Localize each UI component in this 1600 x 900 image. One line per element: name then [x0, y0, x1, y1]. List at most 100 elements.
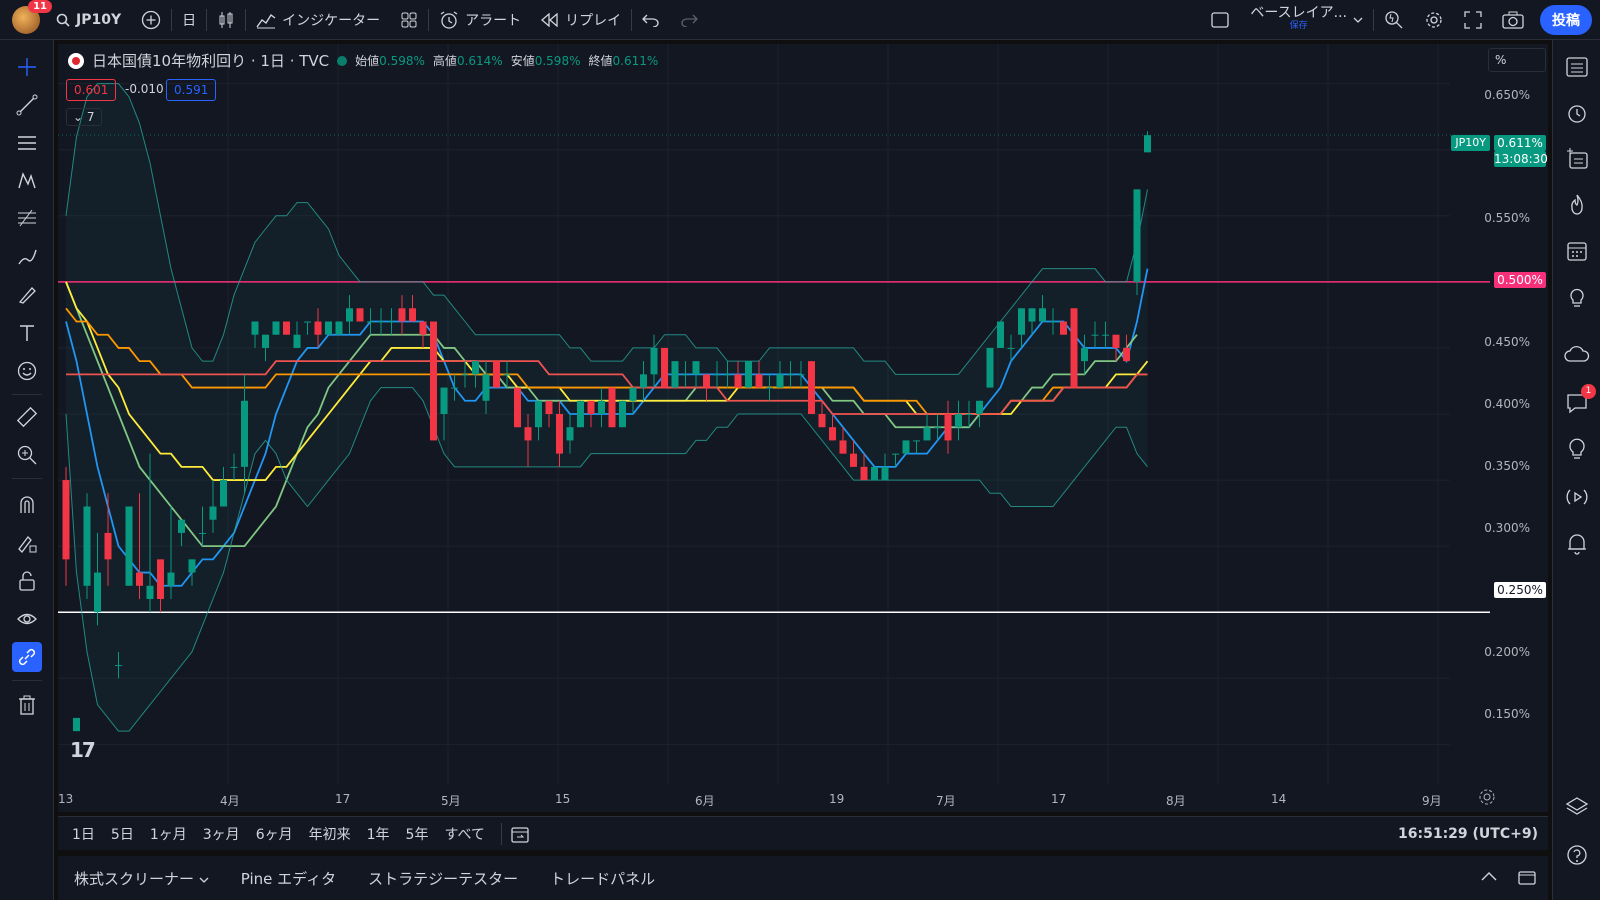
- search-icon: [56, 13, 70, 27]
- streams-button[interactable]: [1562, 482, 1592, 512]
- tab-stock-screener[interactable]: 株式スクリーナー: [58, 868, 225, 889]
- text-tool[interactable]: [12, 318, 42, 348]
- avatar[interactable]: 11: [12, 0, 52, 34]
- range-button[interactable]: 5年: [405, 826, 429, 843]
- compare-button[interactable]: [131, 0, 171, 40]
- notification-badge: 11: [28, 0, 52, 13]
- price-chart[interactable]: [58, 44, 1548, 812]
- range-button[interactable]: 年初来: [308, 826, 351, 843]
- close-value: 0.611%: [612, 54, 659, 68]
- time-tick: 19: [829, 792, 845, 806]
- tips-button[interactable]: [1562, 434, 1592, 464]
- chart-pane[interactable]: 日本国債10年物利回り · 1日 · TVC 始値0.598% 高値0.614%…: [58, 44, 1548, 812]
- ohlc-values: 始値0.598% 高値0.614% 安値0.598% 終値0.611%: [355, 52, 658, 69]
- magnet-tool[interactable]: [12, 490, 42, 520]
- fullscreen-button[interactable]: [1454, 0, 1492, 40]
- range-button[interactable]: 1年: [366, 826, 390, 843]
- scale-mode-box[interactable]: %: [1488, 48, 1546, 72]
- range-button[interactable]: すべて: [444, 826, 485, 843]
- brush-tool[interactable]: [12, 242, 42, 272]
- candle-body: [808, 361, 815, 414]
- range-buttons: 1日 5日 1ヶ月 3ヶ月 6ヶ月 年初来 1年 5年 すべて: [58, 824, 493, 844]
- layout-toggle[interactable]: [1200, 0, 1240, 40]
- lock-drawing-tool[interactable]: [12, 528, 42, 558]
- tab-trade-panel[interactable]: トレードパネル: [550, 869, 656, 888]
- candle-body: [209, 506, 217, 520]
- range-button[interactable]: 1日: [72, 826, 95, 843]
- replay-button[interactable]: リプレイ: [531, 0, 631, 40]
- clock-timezone[interactable]: 16:51:29 (UTC+9): [1398, 825, 1538, 842]
- pen-tool[interactable]: [12, 280, 42, 310]
- calendar-icon: [1567, 242, 1587, 261]
- chevron-down-icon: [199, 877, 209, 883]
- settings-button[interactable]: [1414, 0, 1454, 40]
- snapshot-button[interactable]: [1492, 0, 1534, 40]
- candle-body: [1133, 189, 1141, 282]
- bid-price[interactable]: 0.601: [66, 79, 117, 101]
- interval-button[interactable]: 日: [172, 0, 206, 40]
- trend-line-tool[interactable]: [12, 90, 42, 120]
- legend-title[interactable]: 日本国債10年物利回り · 1日 · TVC: [92, 52, 330, 70]
- flame-icon: [1571, 194, 1583, 215]
- candle-body: [314, 321, 322, 335]
- range-button[interactable]: 5日: [110, 826, 134, 843]
- lock-all-tool[interactable]: [12, 566, 42, 596]
- templates-button[interactable]: [390, 0, 428, 40]
- hide-tool[interactable]: [12, 604, 42, 634]
- pattern-tool[interactable]: [12, 166, 42, 196]
- layout-name: ベースレイア...: [1250, 4, 1347, 21]
- indicator-collapse-button[interactable]: ⌄ 7: [66, 108, 102, 126]
- layers-button[interactable]: [1562, 792, 1592, 822]
- watchlist-button[interactable]: [1562, 52, 1592, 82]
- messages-button[interactable]: 1: [1562, 384, 1596, 418]
- indicators-button[interactable]: インジケーター: [246, 0, 390, 40]
- symbol-search[interactable]: JP10Y: [46, 0, 131, 40]
- chevron-up-icon[interactable]: [1480, 870, 1498, 882]
- magnet-icon: [20, 496, 34, 513]
- candle-body: [178, 519, 185, 533]
- tab-pine-editor[interactable]: Pine エディタ: [240, 869, 337, 888]
- candle-body: [220, 480, 227, 507]
- sync-drawings-tool[interactable]: [12, 642, 42, 672]
- chart-type-button[interactable]: [207, 0, 245, 40]
- fib-tool[interactable]: [12, 204, 42, 234]
- maximize-panel-icon[interactable]: [1518, 870, 1536, 886]
- ask-price[interactable]: 0.591: [166, 79, 217, 101]
- redo-button[interactable]: [670, 0, 708, 40]
- ruler-tool[interactable]: [12, 402, 42, 432]
- time-axis-settings-icon[interactable]: [1478, 788, 1496, 806]
- fullscreen-icon: [1464, 10, 1482, 29]
- horizontal-lines-tool[interactable]: [12, 128, 42, 158]
- layout-selector[interactable]: ベースレイア... 保存: [1240, 0, 1373, 40]
- range-button[interactable]: 3ヶ月: [202, 826, 240, 843]
- object-tree-button[interactable]: [1562, 144, 1592, 174]
- undo-button[interactable]: [632, 0, 670, 40]
- tab-strategy-tester[interactable]: ストラテジーテスター: [368, 869, 519, 888]
- zoom-tool[interactable]: [12, 440, 42, 470]
- help-icon: [1567, 845, 1587, 865]
- range-button[interactable]: 6ヶ月: [255, 826, 293, 843]
- candle-body: [556, 414, 563, 454]
- emoji-tool[interactable]: [12, 356, 42, 386]
- notifications-button[interactable]: [1562, 528, 1592, 558]
- ideas-button[interactable]: [1562, 282, 1592, 312]
- alerts-panel-button[interactable]: [1562, 98, 1592, 128]
- layout-status: 保存: [1289, 20, 1308, 31]
- alert-button[interactable]: アラート: [429, 0, 531, 40]
- remove-drawings-tool[interactable]: [12, 690, 42, 720]
- zoom-in-icon: [17, 445, 37, 465]
- hotlists-button[interactable]: [1562, 190, 1592, 220]
- chats-button[interactable]: [1562, 340, 1592, 370]
- candle-body: [73, 717, 80, 732]
- goto-date-icon[interactable]: [510, 824, 530, 844]
- quick-search-button[interactable]: [1374, 0, 1414, 40]
- candle-body: [1049, 321, 1057, 323]
- unlock-icon: [19, 571, 35, 591]
- help-button[interactable]: [1562, 840, 1592, 870]
- crosshair-tool[interactable]: [12, 52, 42, 82]
- calendar-button[interactable]: [1562, 236, 1592, 266]
- post-button[interactable]: 投稿: [1540, 4, 1592, 35]
- range-button[interactable]: 1ヶ月: [149, 826, 187, 843]
- candle-body: [629, 387, 637, 401]
- crosshair-icon: [18, 58, 36, 76]
